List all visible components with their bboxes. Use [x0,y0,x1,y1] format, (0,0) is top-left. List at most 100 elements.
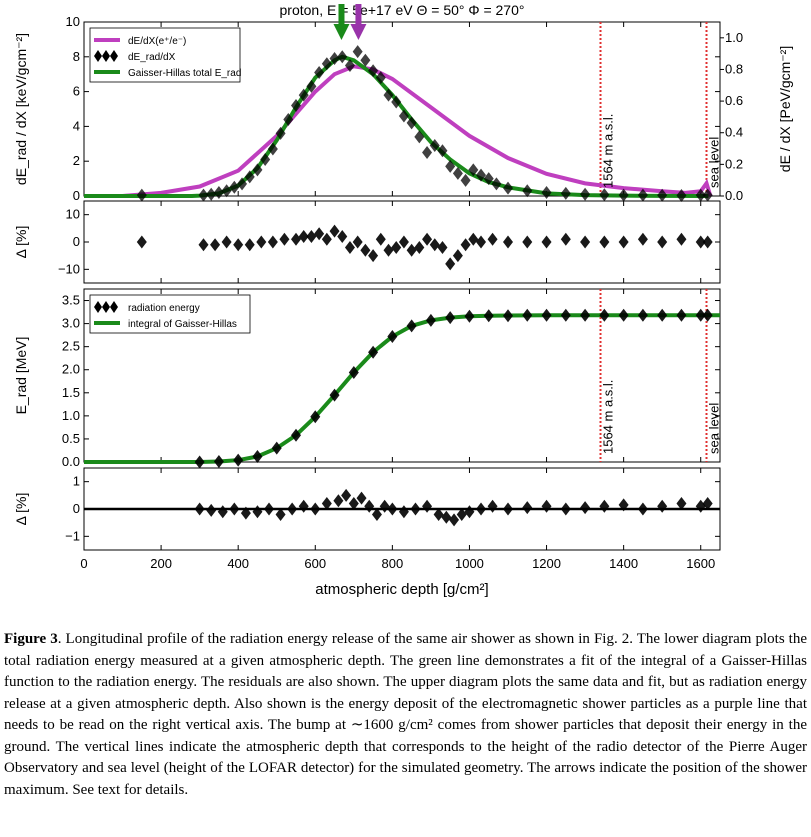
data-point [198,188,209,202]
data-point [657,308,668,322]
data-point [314,227,325,241]
x-tick-label: 1400 [609,556,638,571]
data-point [368,249,379,263]
data-point [560,502,571,516]
plot-frame [83,288,721,463]
data-point [233,238,244,252]
data-point [560,232,571,246]
data-point [618,235,629,249]
y-tick-label: −10 [58,261,80,276]
data-point [213,186,224,200]
data-point [676,188,687,202]
data-point [503,309,513,323]
data-point [314,65,325,79]
series-line [84,64,713,198]
data-point [337,230,348,244]
data-point [541,235,552,249]
data-point [229,180,240,194]
y-tick-label: 0.5 [62,431,80,446]
data-point [676,232,687,246]
data-point [702,308,713,322]
shower-max-arrow-head [333,24,350,40]
data-point [213,455,224,469]
data-point [460,173,471,187]
data-point [702,497,713,511]
data-point [206,503,217,517]
data-point [695,308,706,322]
data-point [329,52,340,66]
data-point [267,142,278,156]
data-point [456,507,467,521]
caption-text: . Longitudinal profile of the radiation … [4,631,808,798]
data-point [422,499,433,513]
y-tick-label: 4 [73,118,80,133]
data-point [379,499,390,513]
y2-tick-label: 0.4 [725,125,743,140]
y2-tick-label: 0.8 [725,61,743,76]
data-point [676,308,687,322]
legend-marker [94,50,102,62]
data-point [229,502,240,516]
data-point [433,507,444,521]
panel-top [83,4,724,202]
data-point [580,308,591,322]
y-tick-label: 3.5 [62,293,80,308]
data-point [348,497,359,511]
legend-marker [110,50,118,62]
data-point [364,499,375,513]
legend-label: radiation energy [128,303,200,314]
data-point [460,238,471,252]
shower-max-arrow-head [350,24,367,40]
data-point [483,309,494,323]
y-tick-label: 0 [73,234,80,249]
data-point [267,235,278,249]
y-axis-label: Δ [%] [13,226,29,259]
legend-label: integral of Gaisser-Hillas [128,319,237,330]
data-point [291,99,301,113]
plot-frame [83,21,721,197]
data-point [599,188,610,202]
data-point [637,308,648,322]
x-tick-label: 200 [150,556,172,571]
data-point [271,441,282,455]
data-point [321,497,332,511]
data-point [136,188,147,202]
data-point [283,112,294,126]
data-point [221,184,232,198]
y-tick-label: 6 [73,84,80,99]
y-tick-label: 2.5 [62,339,80,354]
data-point [560,186,571,200]
data-point [429,238,440,252]
data-point [217,505,228,519]
data-point [452,166,463,180]
data-point [541,499,552,513]
y2-tick-label: 1.0 [725,30,743,45]
data-point [541,186,552,200]
data-point [194,455,205,469]
reference-label: 1564 m a.s.l. [601,114,616,188]
data-point [580,235,591,249]
data-point [356,491,367,505]
data-point [298,499,309,513]
data-point [695,235,706,249]
data-point [599,235,610,249]
data-point [252,449,263,463]
data-point [391,240,402,254]
data-point [306,79,317,93]
data-point [541,308,552,322]
panel-middle [83,288,721,469]
legend-marker [110,301,118,313]
legend-marker [102,301,110,313]
x-axis-label: atmospheric depth [g/cm²] [315,581,488,598]
data-point [618,308,629,322]
data-point [637,502,648,516]
data-point [352,45,363,59]
data-point [476,168,487,182]
data-point [522,235,533,249]
legend-label: dE/dX(e⁺/e⁻) [128,36,186,47]
y-axis-label: dE_rad / dX [keV/gcm⁻²] [13,33,29,185]
data-point [252,163,263,177]
figure-canvas: proton, E = 5e+17 eV Θ = 50° Φ = 270° 0 2 4… [13,2,793,598]
caption-label: Figure 3 [4,631,58,647]
data-point [240,506,251,520]
